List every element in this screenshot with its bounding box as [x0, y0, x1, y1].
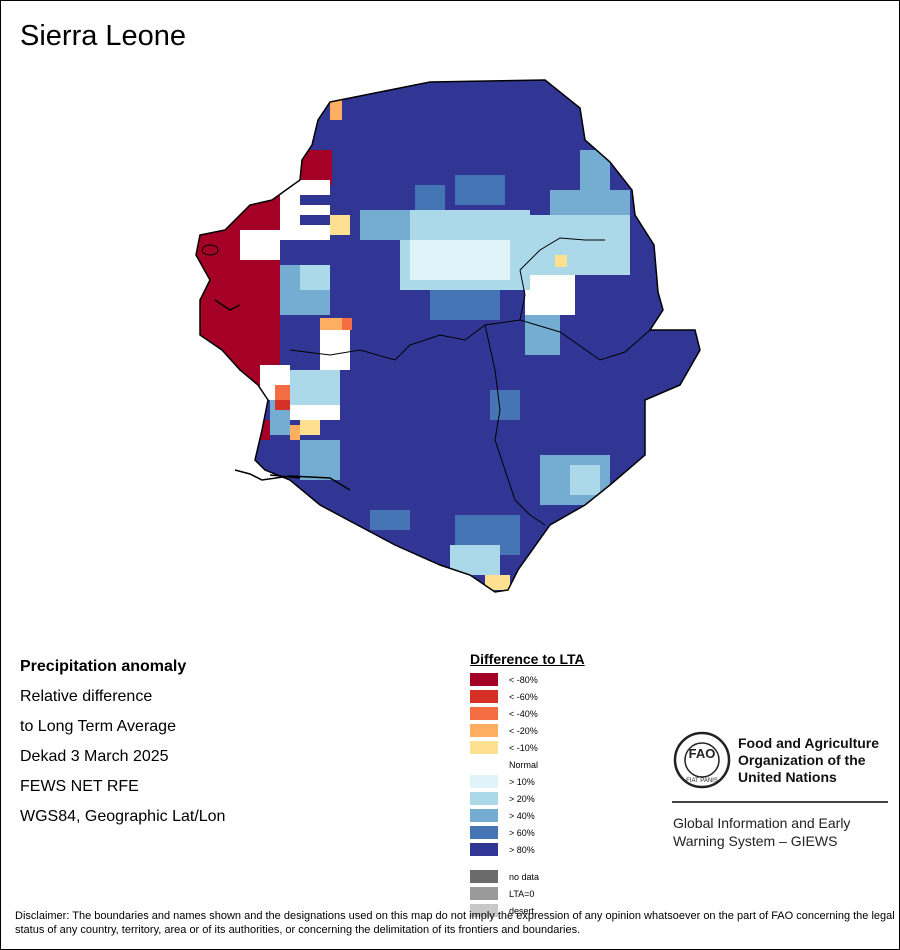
legend-item-label: < -80%: [509, 675, 538, 685]
legend-extra-row: desert: [470, 902, 585, 919]
legend-item-label: Normal: [509, 760, 539, 770]
anomaly-cell-normal-west: [240, 230, 280, 260]
legend-item-swatch: [470, 741, 498, 754]
svg-text:FIAT PANIS: FIAT PANIS: [686, 778, 718, 784]
anomaly-cell-north-patch: [455, 175, 505, 205]
fao-org-name: Food and Agriculture Organization of the…: [738, 735, 880, 785]
legend-item-row: < -60%: [470, 688, 585, 705]
legend-item-label: > 10%: [509, 777, 535, 787]
anomaly-cell-se-patch2: [570, 465, 600, 495]
info-line2: to Long Term Average: [20, 718, 176, 735]
legend-item-swatch: [470, 792, 498, 805]
legend: Difference to LTA < -80% < -60% < -40% < -2…: [470, 651, 585, 919]
legend-item-row: < -10%: [470, 739, 585, 756]
legend-item-label: < -20%: [509, 726, 538, 736]
legend-item-label: < -10%: [509, 743, 538, 753]
svg-text:FAO: FAO: [689, 746, 716, 761]
map-title: Sierra Leone: [20, 20, 187, 52]
anomaly-cell-east-band2: [550, 190, 630, 215]
legend-title: Difference to LTA: [470, 651, 585, 667]
province-boundary: [289, 319, 651, 361]
anomaly-cell-orange3: [342, 318, 352, 330]
legend-extra-swatch: [470, 904, 498, 917]
legend-item-row: < -20%: [470, 722, 585, 739]
anomaly-cell-yellow4: [485, 575, 510, 590]
anomaly-cell-south-patch3: [370, 510, 410, 530]
anomaly-cell-yellow1: [330, 215, 350, 235]
info-period: Dekad 3 March 2025: [20, 748, 169, 765]
info-heading: Precipitation anomaly: [20, 658, 187, 675]
legend-extra-row: LTA=0: [470, 885, 585, 902]
info-line1: Relative difference: [20, 688, 153, 705]
legend-item-swatch: [470, 673, 498, 686]
anomaly-cell-light-coast: [300, 440, 340, 480]
legend-extra: no data LTA=0 desert: [470, 868, 585, 919]
coastal-islands: [214, 299, 351, 491]
island-west: [201, 244, 219, 256]
anomaly-cell-stripe3: [285, 240, 330, 250]
fao-emblem-icon: FAO FIAT PANIS: [673, 731, 731, 789]
anomaly-cell-south-patch2: [450, 545, 500, 575]
legend-item-row: > 20%: [470, 790, 585, 807]
legend-extra-swatch: [470, 887, 498, 900]
info-projection: WGS84, Geographic Lat/Lon: [20, 808, 226, 825]
anomaly-cell-central-band3: [360, 210, 410, 240]
anomaly-cell-orange1: [330, 100, 342, 120]
anomaly-cell-orange6: [290, 425, 300, 440]
anomaly-cell-mid-patch: [430, 290, 500, 320]
info-source: FEWS NET RFE: [20, 778, 139, 795]
legend-extra-label: LTA=0: [509, 889, 535, 899]
legend-item-row: > 40%: [470, 807, 585, 824]
anomaly-cell-yellow2: [300, 420, 320, 435]
legend-item-label: < -60%: [509, 692, 538, 702]
anomaly-cell-north-patch2: [415, 185, 445, 210]
legend-item-row: Normal: [470, 756, 585, 773]
anomaly-cell-orange5: [275, 400, 290, 410]
legend-item-swatch: [470, 775, 498, 788]
province-boundary-north: [519, 237, 605, 271]
fao-divider: [672, 801, 888, 803]
anomaly-cell-stripe1: [300, 195, 330, 205]
legend-item-label: > 20%: [509, 794, 535, 804]
legend-items: < -80% < -60% < -40% < -20% < -10% Normal > 10…: [470, 671, 585, 858]
disclaimer: Disclaimer: The boundaries and names sho…: [15, 910, 895, 936]
anomaly-cell-normal-west2: [280, 180, 330, 240]
anomaly-cell-light-west2: [300, 265, 330, 290]
legend-item-row: < -40%: [470, 705, 585, 722]
legend-extra-label: desert: [509, 906, 535, 916]
anomaly-cell-east-band: [510, 215, 630, 275]
legend-item-swatch: [470, 758, 498, 771]
legend-item-label: > 40%: [509, 811, 535, 821]
legend-extra-label: no data: [509, 872, 540, 882]
anomaly-cell-lake: [490, 390, 520, 420]
anomaly-cell-stripe2: [300, 215, 330, 225]
anomaly-cell-orange2: [320, 318, 342, 330]
legend-item-swatch: [470, 826, 498, 839]
giews-name: Global Information and Early Warning Sys…: [673, 815, 851, 849]
anomaly-map: [195, 79, 701, 593]
province-boundary-east: [484, 324, 546, 526]
legend-item-swatch: [470, 809, 498, 822]
anomaly-cell-light-sw: [290, 370, 340, 405]
legend-item-row: > 10%: [470, 773, 585, 790]
legend-item-label: > 60%: [509, 828, 535, 838]
legend-item-row: > 60%: [470, 824, 585, 841]
anomaly-cell-mid-patch2: [525, 315, 560, 355]
legend-item-swatch: [470, 724, 498, 737]
legend-item-row: < -80%: [470, 671, 585, 688]
anomaly-cell-east-band3: [580, 150, 610, 190]
legend-item-swatch: [470, 690, 498, 703]
legend-item-swatch: [470, 843, 498, 856]
anomaly-cell-central-band2: [410, 240, 510, 280]
legend-extra-row: no data: [470, 868, 585, 885]
province-boundary-ne: [519, 269, 526, 321]
legend-extra-swatch: [470, 870, 498, 883]
legend-item-swatch: [470, 707, 498, 720]
anomaly-cell-normal-mid: [320, 330, 350, 370]
legend-item-label: < -40%: [509, 709, 538, 719]
legend-item-row: > 80%: [470, 841, 585, 858]
legend-item-label: > 80%: [509, 845, 535, 855]
map-info: Precipitation anomaly Relative differenc…: [20, 656, 225, 836]
anomaly-cell-yellow3: [555, 255, 567, 267]
